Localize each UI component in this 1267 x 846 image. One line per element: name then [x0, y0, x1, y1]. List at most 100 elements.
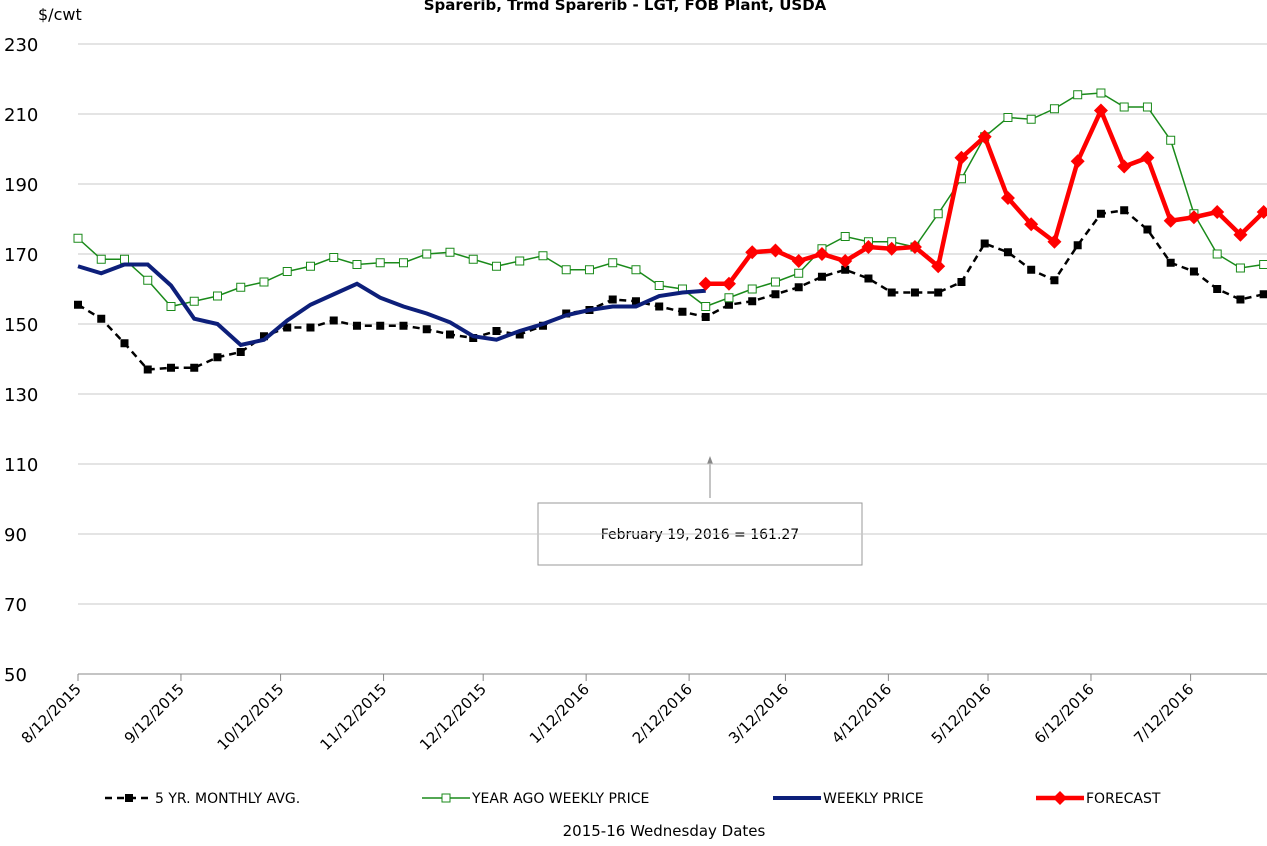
- x-tick-label: 10/12/2015: [214, 680, 288, 754]
- marker: [794, 283, 803, 292]
- marker: [608, 258, 618, 268]
- x-tick-label: 11/12/2015: [317, 680, 391, 754]
- marker: [1210, 205, 1225, 219]
- marker: [1119, 102, 1129, 112]
- marker: [770, 277, 780, 287]
- marker: [934, 288, 943, 297]
- marker: [399, 321, 408, 330]
- marker: [1233, 227, 1248, 242]
- marker: [1093, 103, 1108, 118]
- marker: [794, 268, 804, 278]
- series: [73, 88, 1267, 311]
- marker: [1235, 263, 1245, 273]
- marker: [492, 327, 501, 335]
- marker: [189, 296, 199, 306]
- y-tick-label: 50: [4, 665, 27, 686]
- marker: [190, 363, 199, 372]
- marker: [768, 243, 783, 258]
- marker: [1000, 191, 1015, 205]
- marker: [376, 321, 385, 330]
- marker: [1047, 234, 1062, 249]
- marker: [1256, 205, 1267, 219]
- marker: [515, 330, 524, 339]
- marker: [441, 793, 451, 803]
- marker: [1003, 113, 1013, 122]
- marker: [97, 314, 106, 323]
- marker: [1117, 159, 1132, 174]
- series: [74, 206, 1267, 374]
- marker: [655, 302, 664, 311]
- marker: [1189, 267, 1198, 276]
- marker: [957, 278, 966, 286]
- marker: [445, 247, 455, 257]
- marker: [1049, 104, 1059, 114]
- marker: [1259, 290, 1267, 299]
- marker: [445, 330, 454, 339]
- marker: [747, 284, 757, 294]
- marker: [840, 232, 850, 241]
- marker: [1142, 102, 1152, 112]
- marker: [143, 275, 153, 285]
- marker: [398, 258, 408, 268]
- marker: [1053, 791, 1067, 805]
- x-tick-label: 7/12/2016: [1130, 680, 1197, 747]
- marker: [306, 323, 315, 332]
- annotation: February 19, 2016 = 161.27: [601, 527, 799, 543]
- x-tick-label: 6/12/2016: [1031, 680, 1098, 747]
- marker: [1236, 295, 1245, 304]
- marker: [236, 348, 245, 356]
- marker: [841, 265, 850, 274]
- legend-label: FORECAST: [1086, 791, 1161, 807]
- marker: [771, 290, 780, 299]
- marker: [861, 240, 876, 254]
- marker: [608, 295, 617, 304]
- marker: [1050, 276, 1059, 285]
- series-line: [77, 92, 1264, 308]
- marker: [283, 323, 292, 332]
- marker: [933, 209, 943, 219]
- marker: [125, 794, 133, 802]
- marker: [1213, 285, 1222, 293]
- marker: [931, 259, 946, 274]
- x-tick-label: 1/12/2016: [526, 680, 593, 747]
- marker: [791, 254, 806, 268]
- marker: [561, 265, 571, 275]
- x-axis-label: 2015-16 Wednesday Dates: [563, 822, 766, 840]
- marker: [329, 253, 339, 262]
- marker: [654, 281, 664, 290]
- x-tick-label: 5/12/2016: [928, 680, 995, 747]
- marker: [838, 254, 853, 268]
- marker: [422, 249, 432, 259]
- marker: [212, 291, 222, 301]
- marker: [1096, 209, 1105, 218]
- series-line: [77, 208, 1264, 371]
- series: [698, 103, 1267, 291]
- x-tick-label: 4/12/2016: [828, 680, 895, 747]
- marker: [166, 302, 176, 311]
- marker: [887, 288, 896, 297]
- marker: [1027, 265, 1036, 274]
- x-tick-label: 9/12/2015: [121, 680, 188, 747]
- marker: [468, 254, 478, 264]
- y-tick-label: 130: [4, 385, 38, 406]
- marker: [954, 150, 969, 165]
- marker: [1096, 88, 1106, 98]
- marker: [584, 265, 594, 275]
- annotation-arrowhead: [707, 456, 713, 464]
- marker: [259, 332, 268, 341]
- legend-label: YEAR AGO WEEKLY PRICE: [471, 791, 649, 807]
- marker: [329, 316, 338, 325]
- marker: [1073, 241, 1082, 250]
- y-axis-label: $/cwt: [38, 5, 82, 24]
- y-tick-label: 70: [4, 595, 27, 616]
- marker: [910, 288, 919, 297]
- marker: [745, 245, 760, 260]
- marker: [1212, 249, 1222, 259]
- marker: [352, 321, 361, 330]
- marker: [96, 254, 106, 264]
- marker: [213, 353, 222, 362]
- marker: [698, 276, 713, 291]
- marker: [1140, 150, 1155, 165]
- marker: [724, 293, 734, 303]
- legend-label: 5 YR. MONTHLY AVG.: [155, 791, 300, 807]
